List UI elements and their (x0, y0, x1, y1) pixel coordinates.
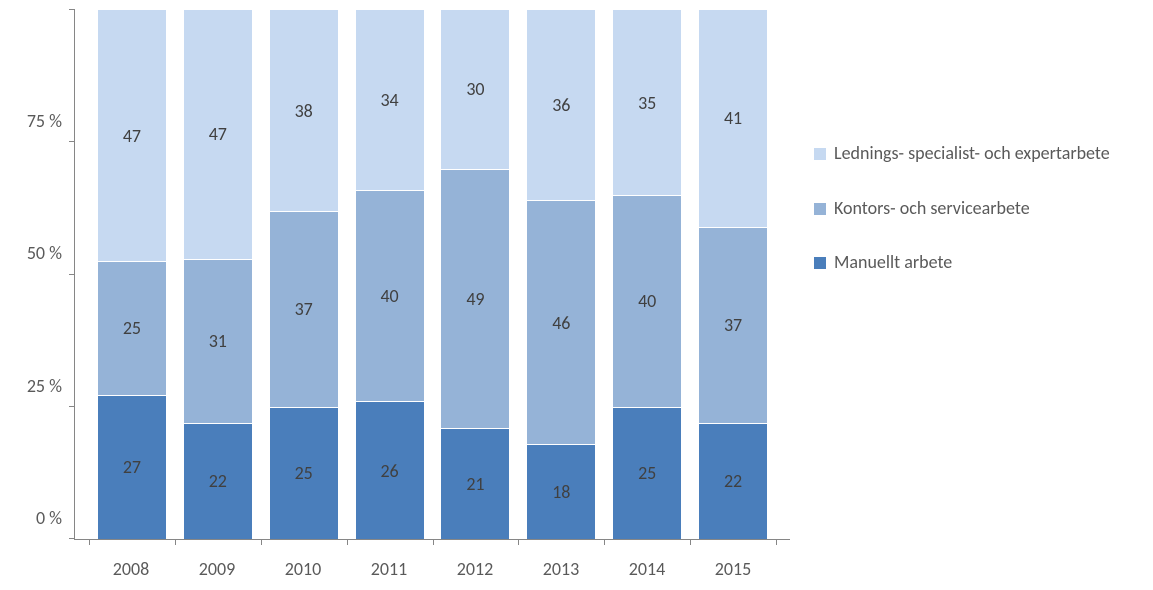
bar-slot: 254035 (604, 10, 690, 539)
x-tick-mark (518, 539, 519, 545)
x-axis-label: 2010 (260, 548, 346, 590)
y-axis: 0 %25 %50 %75 %100 % (0, 10, 70, 540)
x-axis-label: 2013 (518, 548, 604, 590)
bar-segment-kontors: 40 (356, 190, 424, 402)
bar-slot: 223147 (175, 10, 261, 539)
bar-segment-manuellt: 18 (527, 444, 595, 539)
bar-segment-manuellt: 27 (98, 395, 166, 539)
bar: 253738 (270, 10, 338, 539)
bar: 254035 (613, 10, 681, 539)
bar: 223147 (184, 10, 252, 539)
y-tick-mark (69, 538, 75, 539)
bar-segment-manuellt: 25 (270, 407, 338, 539)
x-axis-label: 2015 (690, 548, 776, 590)
bar-segment-kontors: 49 (441, 169, 509, 428)
y-tick-mark (69, 9, 75, 10)
plot-wrap: 0 %25 %50 %75 %100 % 2725472231472537382… (0, 0, 790, 590)
legend-item-lednings: Lednings- specialist- och expertarbete (814, 142, 1150, 165)
bar-slot: 253738 (261, 10, 347, 539)
x-tick-mark (604, 539, 605, 545)
plot-area: 2725472231472537382640342149301846362540… (74, 10, 790, 540)
bar-segment-kontors: 46 (527, 200, 595, 443)
bar-segment-kontors: 40 (613, 195, 681, 407)
bar-slot: 214930 (433, 10, 519, 539)
bar-segment-manuellt: 22 (184, 423, 252, 539)
bar-segment-lednings: 30 (441, 10, 509, 169)
x-tick-mark (347, 539, 348, 545)
y-tick-mark (69, 274, 75, 275)
bar-segment-kontors: 25 (98, 261, 166, 395)
bar-segment-lednings: 38 (270, 10, 338, 211)
legend-label: Manuellt arbete (834, 251, 952, 274)
legend-swatch (814, 203, 826, 215)
bar-segment-lednings: 34 (356, 10, 424, 190)
bar: 214930 (441, 10, 509, 539)
bar-segment-lednings: 41 (699, 10, 767, 227)
y-tick-mark (69, 141, 75, 142)
bar-segment-lednings: 35 (613, 10, 681, 195)
bar: 223741 (699, 10, 767, 539)
legend-swatch (814, 148, 826, 160)
bar-segment-kontors: 31 (184, 259, 252, 423)
bar-segment-lednings: 47 (184, 10, 252, 259)
legend: Lednings- specialist- och expertarbete Ko… (790, 0, 1150, 590)
x-tick-mark (433, 539, 434, 545)
x-tick-mark (776, 539, 777, 545)
x-axis-label: 2008 (88, 548, 174, 590)
legend-label: Lednings- specialist- och expertarbete (834, 142, 1110, 165)
x-axis-label: 2009 (174, 548, 260, 590)
bar: 272547 (98, 10, 166, 539)
bar-segment-lednings: 36 (527, 10, 595, 200)
y-tick-label: 25 % (27, 375, 62, 397)
y-tick-label: 75 % (27, 110, 62, 132)
bar-segment-kontors: 37 (699, 227, 767, 423)
bar-segment-manuellt: 22 (699, 423, 767, 539)
bar-segment-manuellt: 26 (356, 401, 424, 539)
y-tick-mark (69, 406, 75, 407)
x-axis-label: 2014 (604, 548, 690, 590)
x-tick-mark (261, 539, 262, 545)
bar-segment-manuellt: 25 (613, 407, 681, 539)
bar-slot: 264034 (347, 10, 433, 539)
y-tick-label: 0 % (36, 507, 62, 529)
bar-segment-manuellt: 21 (441, 428, 509, 539)
x-axis-label: 2012 (432, 548, 518, 590)
stacked-bar-chart: 0 %25 %50 %75 %100 % 2725472231472537382… (0, 0, 1153, 590)
bars: 2725472231472537382640342149301846362540… (75, 10, 790, 539)
x-tick-mark (89, 539, 90, 545)
legend-item-kontors: Kontors- och servicearbete (814, 197, 1150, 220)
legend-label: Kontors- och servicearbete (834, 197, 1030, 220)
bar-slot: 272547 (89, 10, 175, 539)
bar-segment-lednings: 47 (98, 10, 166, 261)
x-axis-label: 2011 (346, 548, 432, 590)
legend-item-manuellt: Manuellt arbete (814, 251, 1150, 274)
x-axis-labels: 20082009201020112012201320142015 (74, 548, 790, 590)
x-tick-mark (690, 539, 691, 545)
bar-slot: 223741 (690, 10, 776, 539)
legend-swatch (814, 257, 826, 269)
x-tick-mark (175, 539, 176, 545)
y-tick-label: 50 % (27, 242, 62, 264)
bar-segment-kontors: 37 (270, 211, 338, 407)
bar: 264034 (356, 10, 424, 539)
bar-slot: 184636 (518, 10, 604, 539)
bar: 184636 (527, 10, 595, 539)
